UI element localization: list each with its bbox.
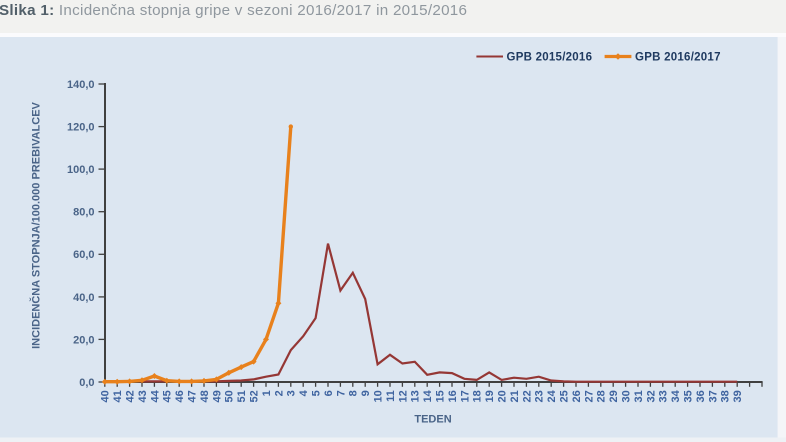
svg-text:50: 50 (224, 390, 236, 402)
svg-text:35: 35 (682, 390, 694, 402)
svg-text:2: 2 (273, 390, 285, 396)
svg-text:36: 36 (695, 390, 707, 402)
svg-text:0,0: 0,0 (79, 377, 94, 389)
svg-text:10: 10 (372, 390, 384, 402)
svg-text:45: 45 (162, 390, 174, 402)
svg-text:25: 25 (558, 390, 570, 402)
svg-text:TEDEN: TEDEN (414, 414, 451, 426)
svg-text:8: 8 (348, 390, 360, 396)
svg-text:3: 3 (286, 390, 298, 396)
svg-text:GPB 2015/2016: GPB 2015/2016 (507, 52, 593, 64)
svg-text:100,0: 100,0 (67, 164, 95, 176)
svg-text:16: 16 (447, 390, 459, 402)
svg-text:40: 40 (100, 390, 112, 402)
svg-text:19: 19 (484, 390, 496, 402)
svg-text:21: 21 (509, 390, 521, 402)
svg-text:49: 49 (211, 390, 223, 402)
svg-text:120,0: 120,0 (67, 121, 95, 133)
svg-text:GPB 2016/2017: GPB 2016/2017 (635, 52, 721, 64)
svg-text:29: 29 (608, 390, 620, 402)
svg-text:30: 30 (620, 390, 632, 402)
svg-text:11: 11 (385, 390, 397, 402)
svg-text:40,0: 40,0 (73, 292, 94, 304)
svg-text:80,0: 80,0 (73, 207, 94, 219)
svg-text:39: 39 (732, 390, 744, 402)
svg-text:28: 28 (596, 390, 608, 402)
svg-text:41: 41 (112, 390, 124, 402)
svg-text:1: 1 (261, 390, 273, 396)
svg-text:27: 27 (583, 390, 595, 402)
svg-text:44: 44 (149, 389, 161, 402)
svg-text:6: 6 (323, 390, 335, 396)
svg-text:48: 48 (199, 390, 211, 402)
svg-text:22: 22 (521, 390, 533, 402)
svg-text:51: 51 (236, 390, 248, 402)
svg-text:14: 14 (422, 389, 434, 402)
svg-text:33: 33 (658, 390, 670, 402)
svg-text:Slika 1: Incidenčna stopnja gr: Slika 1: Incidenčna stopnja gripe v sezo… (0, 2, 467, 19)
svg-text:4: 4 (298, 389, 310, 396)
svg-text:31: 31 (633, 390, 645, 402)
svg-text:46: 46 (174, 390, 186, 402)
svg-text:17: 17 (459, 390, 471, 402)
svg-text:12: 12 (397, 390, 409, 402)
svg-text:23: 23 (534, 390, 546, 402)
svg-text:37: 37 (707, 390, 719, 402)
svg-text:5: 5 (310, 390, 322, 396)
svg-text:52: 52 (248, 390, 260, 402)
svg-text:47: 47 (186, 390, 198, 402)
svg-text:140,0: 140,0 (67, 79, 95, 91)
svg-text:7: 7 (335, 390, 347, 396)
svg-text:13: 13 (410, 390, 422, 402)
svg-text:38: 38 (720, 390, 732, 402)
svg-text:15: 15 (434, 390, 446, 402)
svg-text:26: 26 (571, 390, 583, 402)
svg-text:INCIDENČNA STOPNJA/100.000 PRE: INCIDENČNA STOPNJA/100.000 PREBIVALCEV (29, 101, 42, 348)
svg-text:24: 24 (546, 389, 558, 402)
svg-text:42: 42 (124, 390, 136, 402)
svg-text:43: 43 (137, 390, 149, 402)
svg-text:20,0: 20,0 (73, 334, 94, 346)
svg-text:18: 18 (472, 390, 484, 402)
svg-text:34: 34 (670, 389, 682, 402)
svg-text:60,0: 60,0 (73, 249, 94, 261)
svg-text:20: 20 (496, 390, 508, 402)
svg-text:32: 32 (645, 390, 657, 402)
svg-text:9: 9 (360, 390, 372, 396)
